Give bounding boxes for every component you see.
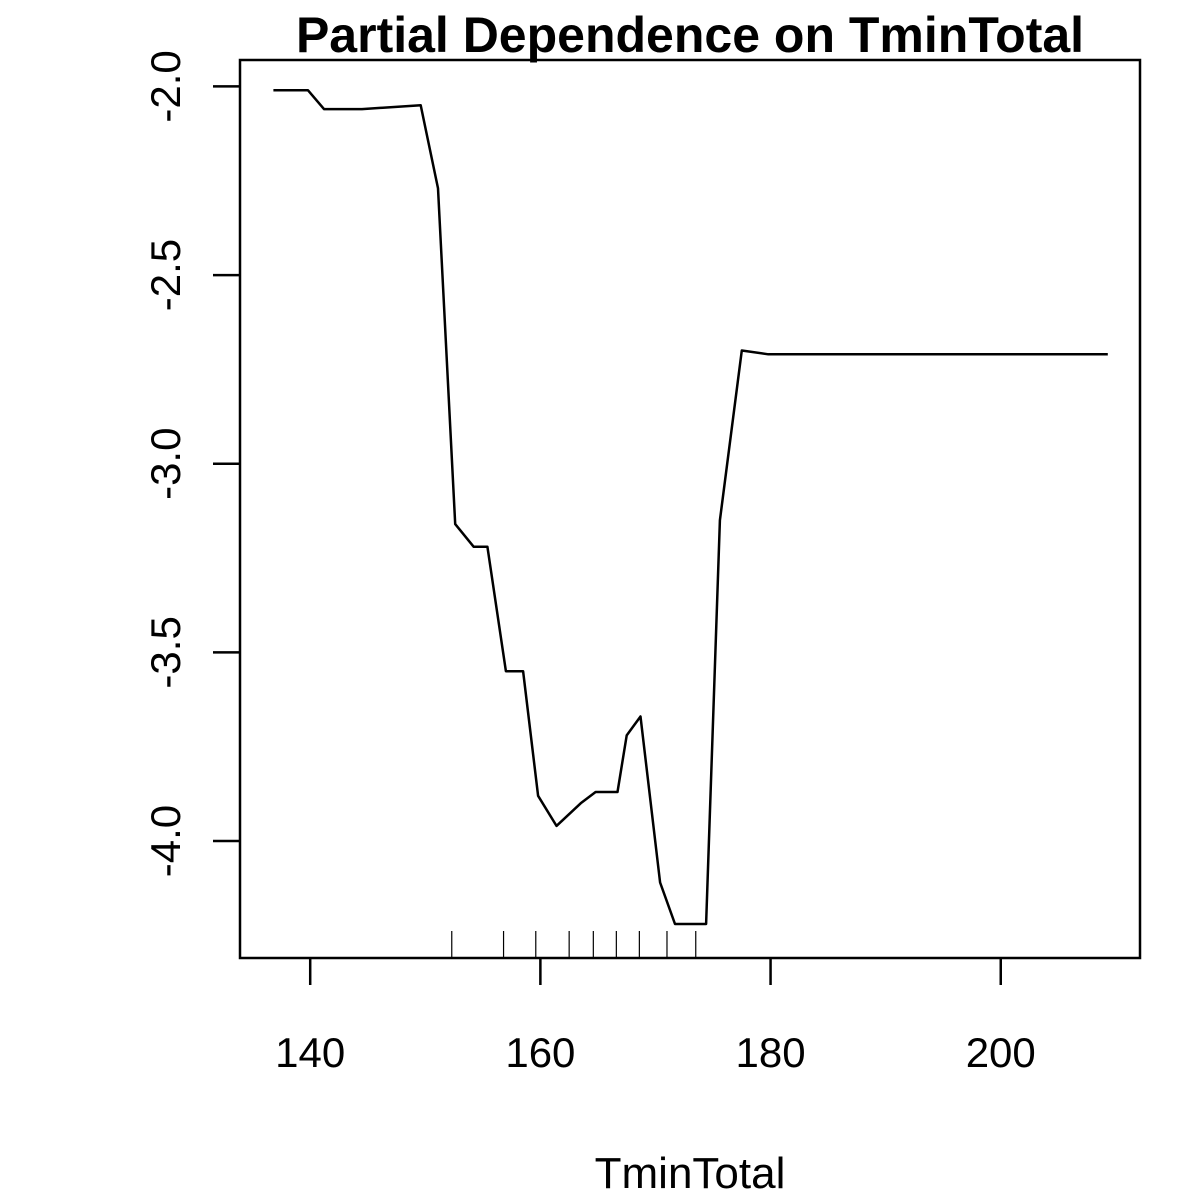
y-tick-label: -4.0 xyxy=(142,805,189,877)
partial-dependence-line xyxy=(273,88,1108,926)
x-tick-label: 140 xyxy=(275,1029,345,1076)
chart-title: Partial Dependence on TminTotal xyxy=(296,7,1084,63)
x-axis-label: TminTotal xyxy=(595,1149,786,1198)
y-axis: -4.0 -3.5 -3.0 -2.5 -2.0 xyxy=(142,50,240,877)
y-tick-label: -2.0 xyxy=(142,50,189,122)
y-tick-label: -3.5 xyxy=(142,616,189,688)
y-tick-label: -3.0 xyxy=(142,428,189,500)
x-tick-label: 180 xyxy=(736,1029,806,1076)
x-axis: 140 160 180 200 xyxy=(275,958,1036,1076)
x-tick-label: 200 xyxy=(966,1029,1036,1076)
x-tick-label: 160 xyxy=(505,1029,575,1076)
rug-marks xyxy=(451,931,697,958)
y-tick-label: -2.5 xyxy=(142,239,189,311)
plot-frame xyxy=(238,58,1142,960)
